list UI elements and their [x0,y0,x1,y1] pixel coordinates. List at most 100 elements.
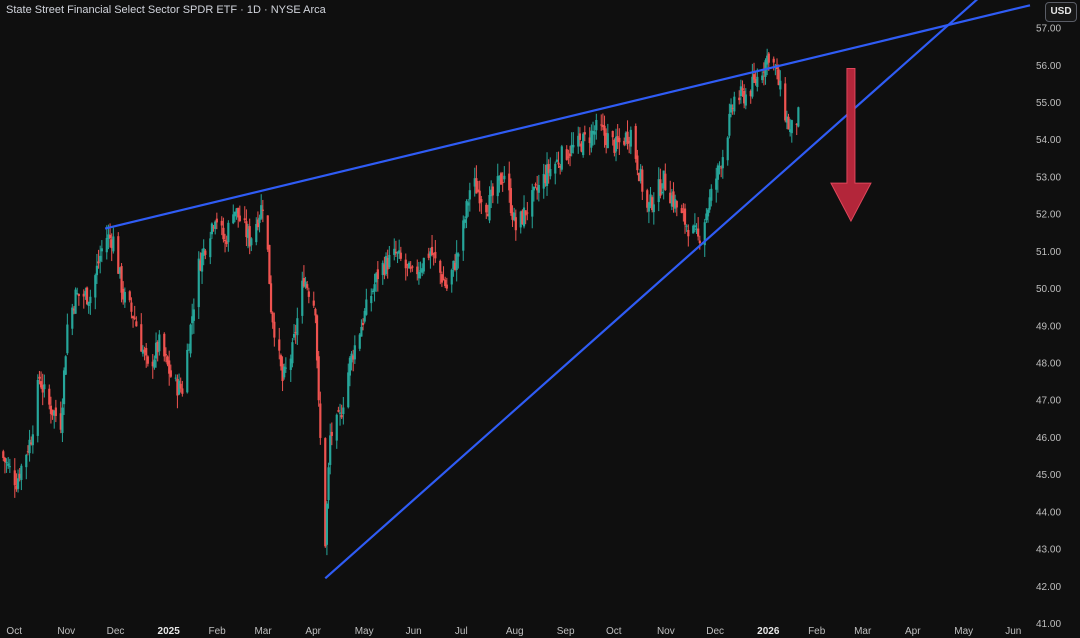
candle-up [779,80,782,90]
x-tick-label: Sep [557,626,575,637]
candle-up [370,295,373,304]
annotations-layer [830,68,872,223]
down-arrow-icon [830,68,872,223]
candle-down [646,190,649,208]
candle-up [756,76,759,87]
candle-down [314,308,317,316]
candle-up [490,189,493,197]
candle-down [526,212,529,214]
candle-up [591,130,595,134]
candle-down [749,90,752,97]
candle-down [222,227,225,240]
candle-down [618,137,621,143]
candle-up [726,137,729,161]
candle-down [767,53,770,63]
candle-up [455,252,458,271]
candle-down [169,370,172,377]
candle-up [348,357,352,376]
candle-up [304,281,307,287]
candle-down [248,226,251,247]
candle-up [363,310,366,322]
x-tick-label: Nov [57,626,75,637]
candle-down [430,246,434,256]
y-tick-label: 46.00 [1036,433,1061,444]
candle-up [419,270,422,272]
candle-up [751,76,754,97]
candle-up [123,291,126,303]
candle-up [422,257,425,272]
currency-button[interactable]: USD [1045,2,1077,22]
candle-up [112,236,115,252]
candle-down [268,244,271,284]
candle-down [741,88,744,91]
candle-down [588,137,591,144]
candle-down [583,132,586,135]
candle-down [273,321,276,338]
candle-down [698,240,701,244]
candle-up [560,146,563,170]
candle-down [130,302,133,312]
candle-down [672,191,675,207]
candle-up [375,273,378,283]
chart-title: State Street Financial Select Sector SPD… [6,4,326,16]
candle-up [197,258,200,308]
candle-up [570,144,573,154]
candle-up [235,208,238,214]
candle-up [284,367,287,369]
candle-down [133,317,136,319]
candle-down [54,407,57,416]
candle-up [647,202,650,212]
candle-down [324,438,327,547]
candle-up [107,234,110,239]
candle-up [522,207,526,227]
candle-down [442,278,445,281]
candle-up [154,342,158,359]
candle-down [427,253,430,258]
candle-down [278,339,281,351]
candle-up [789,129,792,132]
candle-down [15,485,18,490]
y-tick-label: 47.00 [1036,396,1061,407]
candle-up [729,104,733,113]
y-tick-label: 57.00 [1036,24,1061,35]
candle-down [409,267,412,269]
candle-down [361,322,365,326]
candle-down [636,155,639,171]
candle-up [191,316,194,324]
candle-up [64,356,67,375]
candle-up [733,96,736,112]
y-tick-label: 48.00 [1036,359,1061,370]
candle-up [200,252,204,272]
candle-up [398,250,401,254]
candle-down [399,252,402,259]
candle-down [266,215,269,250]
x-tick-label: Jun [406,626,422,637]
candle-up [358,334,361,349]
candle-down [491,186,494,196]
candle-up [250,238,253,246]
candle-up [639,168,642,181]
candle-up [192,309,195,321]
y-tick-label: 45.00 [1036,470,1061,481]
candle-up [289,358,292,370]
candle-up [606,133,609,149]
candle-down [181,388,184,394]
candle-down [319,403,322,438]
candle-down [317,356,320,401]
candle-down [18,473,21,479]
candle-down [514,217,517,231]
candle-down [669,192,672,204]
candle-up [31,434,34,446]
candle-down [77,293,80,296]
candle-down [238,215,241,222]
candle-up [716,165,719,180]
candle-up [555,159,558,162]
candle-down [557,162,560,165]
candle-up [554,163,557,174]
candle-down [534,184,537,186]
candle-down [743,90,746,104]
candle-down [508,173,511,191]
candle-down [145,348,148,356]
